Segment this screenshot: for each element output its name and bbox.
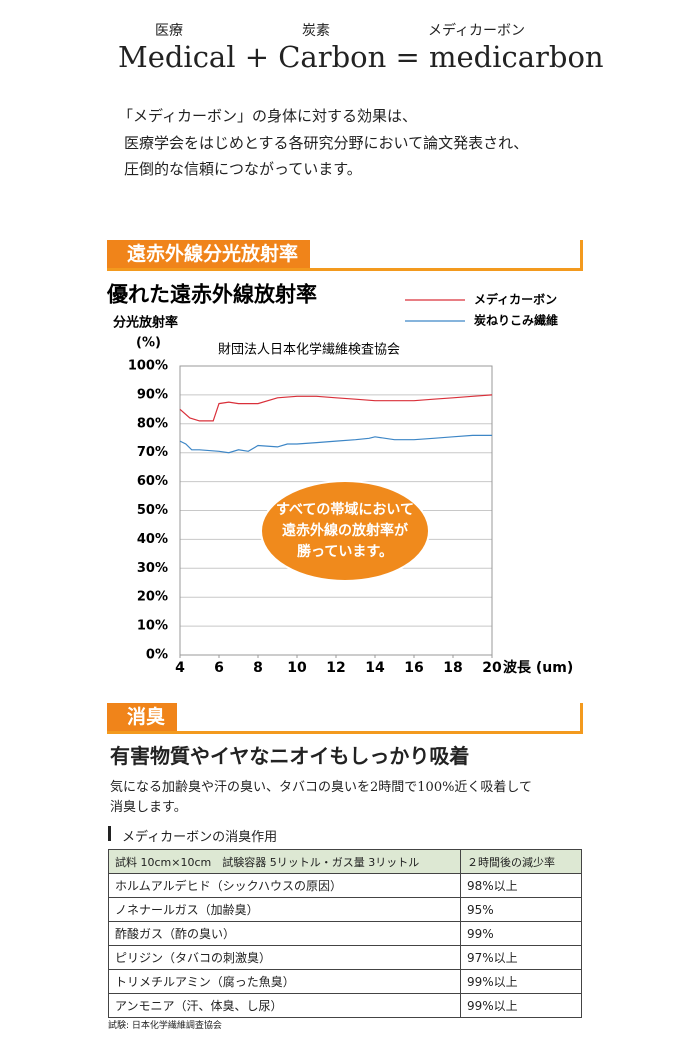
table-row: 酢酸ガス（酢の臭い） 99% xyxy=(108,921,582,946)
table: 試料 10cm×10cm 試験容器 5リットル・ガス量 3リットル ２時間後の減… xyxy=(108,849,582,1018)
intro: 医療学会をはじめとする各研究分野において論文発表され、 xyxy=(124,134,529,152)
x-tick-label: 8 xyxy=(253,660,263,676)
table-row: ピリジン（タバコの刺激臭） 97%以上 xyxy=(108,945,582,970)
legend-label: メディカーボン xyxy=(474,292,557,307)
intro: 「メディカーボン」の身体に対する効果は、 xyxy=(118,107,417,125)
y-tick-label: 100% xyxy=(128,359,168,374)
heading-text: 消臭 xyxy=(107,703,178,731)
y-tick-label: 80% xyxy=(137,416,168,431)
paragraph: 消臭します。 xyxy=(110,800,187,815)
y-axis-unit: (%) xyxy=(136,336,161,351)
y-tick-label: 70% xyxy=(137,445,168,460)
legend-label: 炭ねりこみ繊維 xyxy=(474,313,558,328)
y-tick-label: 40% xyxy=(137,532,168,547)
section-heading: 消臭 xyxy=(107,703,583,734)
x-tick-label: 18 xyxy=(443,660,462,676)
y-tick-label: 0% xyxy=(146,648,168,663)
header-title: Medical + Carbon = medicarbon xyxy=(118,40,604,74)
x-tick-label: 4 xyxy=(175,660,185,676)
table-cell: 99%以上 xyxy=(460,969,582,994)
table-cell: アンモニア（汗、体臭、し尿） xyxy=(108,993,461,1018)
table-cell: 酢酸ガス（酢の臭い） xyxy=(108,921,461,946)
table-row: ホルムアルデヒド（シックハウスの原因） 98%以上 xyxy=(108,873,582,898)
table-cell: 97%以上 xyxy=(460,945,582,970)
table-cell: ホルムアルデヒド（シックハウスの原因） xyxy=(108,873,461,898)
table-row: トリメチルアミン（腐った魚臭） 99%以上 xyxy=(108,969,582,994)
section-heading: 遠赤外線分光放射率 xyxy=(107,240,583,271)
y-tick-label: 30% xyxy=(137,561,168,576)
y-tick-label: 20% xyxy=(137,590,168,605)
annotation: 遠赤外線の放射率が xyxy=(282,522,409,539)
table-cell: 99%以上 xyxy=(460,993,582,1018)
table-caption: メディカーボンの消臭作用 xyxy=(122,830,278,845)
callout xyxy=(260,480,430,582)
y-tick-label: 90% xyxy=(137,387,168,402)
table-row: ノネナールガス（加齢臭） 95% xyxy=(108,897,582,922)
table-cell: 95% xyxy=(460,897,582,922)
y-tick-label: 60% xyxy=(137,474,168,489)
subheading: 有害物質やイヤなニオイもしっかり吸着 xyxy=(110,744,470,768)
plot-frame xyxy=(179,365,493,656)
table-cell: 98%以上 xyxy=(460,873,582,898)
intro: 圧倒的な信頼につながっています。 xyxy=(124,160,362,178)
x-tick-label: 10 xyxy=(287,660,307,676)
annotation: 勝っています。 xyxy=(297,543,393,560)
table-header: 試料 10cm×10cm 試験容器 5リットル・ガス量 3リットル xyxy=(108,849,461,874)
y-axis-label: 分光放射率 xyxy=(113,315,178,331)
table-row: アンモニア（汗、体臭、し尿） 99%以上 xyxy=(108,993,582,1018)
ruby: 医療 xyxy=(155,23,183,39)
chart: 優れた遠赤外線放射率 分光放射率 (%) 財団法人日本化学繊維検査協会 波長 (… xyxy=(106,282,573,677)
x-tick-label: 6 xyxy=(214,660,224,676)
ruby: メディカーボン xyxy=(428,23,526,39)
y-tick-label: 50% xyxy=(137,503,168,518)
line xyxy=(179,394,493,422)
x-tick-label: 14 xyxy=(365,660,385,676)
table-cell: ピリジン（タバコの刺激臭） xyxy=(108,945,461,970)
table-cell: トリメチルアミン（腐った魚臭） xyxy=(108,969,461,994)
heading-text: 遠赤外線分光放射率 xyxy=(107,240,311,268)
ruby: 炭素 xyxy=(302,23,330,39)
x-tick-label: 16 xyxy=(404,660,423,676)
line xyxy=(179,434,492,454)
table-cell: ノネナールガス（加齢臭） xyxy=(108,897,461,922)
x-tick-label: 20 xyxy=(482,660,502,676)
table-cell: 99% xyxy=(460,921,582,946)
paragraph: 気になる加齢臭や汗の臭い、タバコの臭いを2時間で100%近く吸着して xyxy=(110,780,533,795)
chart-title: 優れた遠赤外線放射率 xyxy=(106,282,317,307)
x-axis-label: 波長 (um) xyxy=(503,659,573,676)
footnote: 試験: 日本化学繊維調査協会 xyxy=(108,1021,222,1031)
caption-bar xyxy=(108,826,111,841)
chart-subtitle: 財団法人日本化学繊維検査協会 xyxy=(218,342,400,358)
annotation: すべての帯域において xyxy=(276,501,414,518)
x-tick-label: 12 xyxy=(326,660,345,676)
y-tick-label: 10% xyxy=(137,619,168,634)
table-header: ２時間後の減少率 xyxy=(460,849,582,874)
